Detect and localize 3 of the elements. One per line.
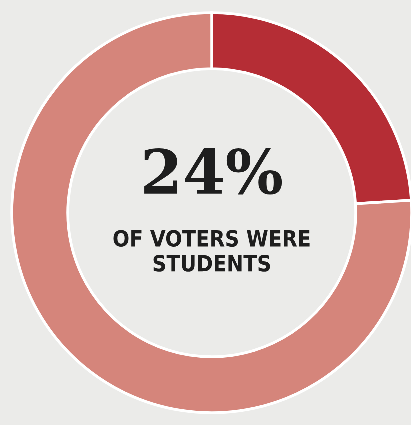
text: OF VOTERS WERE STUDENTS — [114, 230, 310, 272]
donut-slice — [10, 12, 411, 414]
text: 24% — [144, 148, 282, 195]
